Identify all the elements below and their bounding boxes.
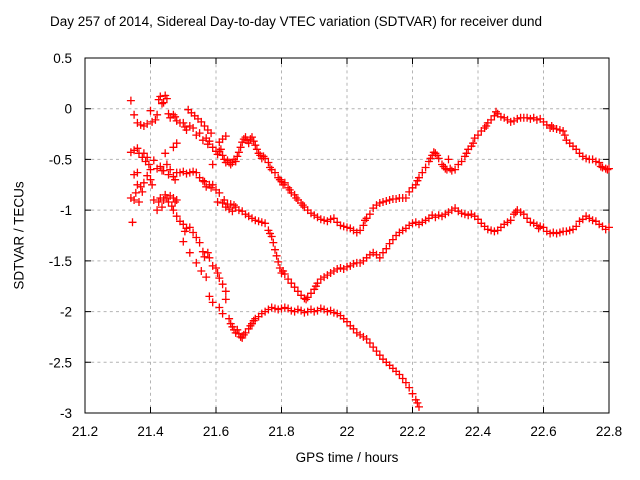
x-tick-label: 21.2 (72, 424, 98, 439)
plot-border (84, 57, 610, 414)
scatter-trace-trace-middle-around-minus1 (126, 144, 613, 304)
axis-ticks (84, 57, 610, 414)
x-tick-label: 22.8 (596, 424, 622, 439)
scatter-trace-cluster-noise (126, 105, 230, 227)
y-tick-label: -1.5 (49, 254, 72, 269)
chart-title: Day 257 of 2014, Sidereal Day-to-day VTE… (50, 14, 542, 29)
x-tick-label: 22.4 (465, 424, 492, 439)
y-tick-label: -3 (60, 406, 72, 421)
y-tick-label: -0.5 (49, 152, 72, 167)
scatter-trace-trace-upper-peaking-near-zero (126, 91, 613, 237)
scatter-trace-trace-descending-to-minus3 (169, 206, 423, 411)
gridlines (85, 58, 609, 413)
x-tick-label: 21.8 (268, 424, 294, 439)
x-tick-label: 22 (339, 424, 354, 439)
y-tick-label: -2 (60, 305, 72, 320)
x-tick-label: 22.6 (530, 424, 556, 439)
x-axis-label: GPS time / hours (295, 450, 399, 465)
y-tick-label: -2.5 (49, 355, 72, 370)
x-tick-label: 21.6 (203, 424, 229, 439)
x-tick-label: 22.2 (399, 424, 425, 439)
y-tick-label: 0.5 (53, 51, 72, 66)
y-tick-label: -1 (60, 203, 72, 218)
y-tick-label: 0 (64, 102, 72, 117)
x-tick-label: 21.4 (137, 424, 164, 439)
